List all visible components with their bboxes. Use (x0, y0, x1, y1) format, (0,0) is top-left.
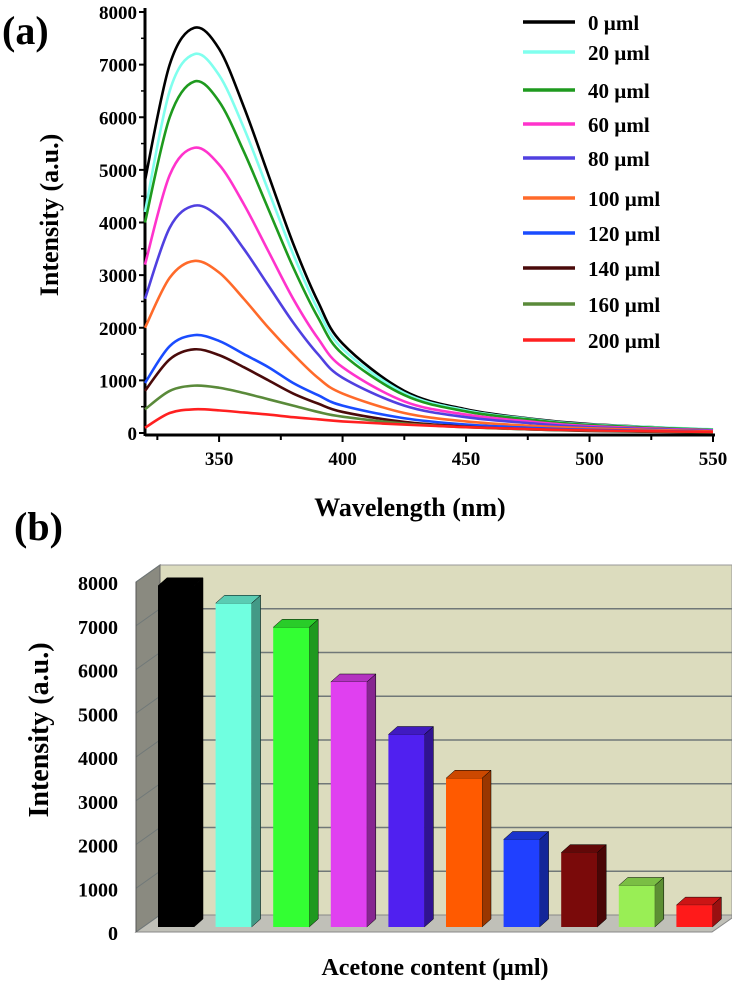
side-gridline (135, 783, 161, 802)
y-tick-label: 7000 (99, 56, 137, 77)
bar-4 (388, 734, 425, 927)
bar-side-7 (596, 844, 607, 928)
x-tick-label: 450 (452, 449, 481, 470)
y-tick-label: 0 (128, 424, 138, 445)
y-tick-label: 8000 (78, 573, 118, 595)
bar-1 (215, 603, 252, 927)
bar-side-1 (251, 594, 261, 928)
bar-0 (158, 585, 194, 927)
y-tick-label: 8000 (99, 3, 137, 24)
legend-label: 0 µml (588, 11, 639, 35)
bar-9 (676, 905, 713, 927)
bar-side-2 (308, 618, 319, 928)
chart-b-ylabel: Intensity (a.u.) (24, 642, 55, 817)
legend-label: 160 µml (588, 293, 660, 317)
legend-label: 60 µml (588, 113, 650, 137)
panel-a-label: (a) (2, 8, 49, 53)
legend-label: 80 µml (588, 147, 650, 171)
y-tick-label: 6000 (78, 661, 118, 683)
series-line-3 (143, 146, 714, 432)
side-gridline (135, 608, 161, 627)
bar-2 (273, 627, 310, 927)
y-tick-label: 2000 (99, 319, 137, 340)
side-gridline (135, 695, 161, 714)
y-tick-label: 7000 (78, 617, 118, 639)
chart-a-xlabel: Wavelength (nm) (314, 493, 505, 522)
bar-8 (618, 885, 655, 927)
side-gridline (135, 827, 161, 845)
bar-chart: 0 1000 2000 3000 4000 5000 6000 7000 8000 (78, 564, 732, 945)
legend-label: 140 µml (588, 257, 660, 281)
chart-a-ylabel: Intensity (a.u.) (35, 134, 64, 297)
y-tick-label: 5000 (78, 704, 118, 726)
legend-label: 100 µml (588, 187, 660, 211)
side-gridline (135, 564, 161, 583)
legend-label: 200 µml (588, 329, 660, 353)
legend-label: 20 µml (588, 41, 650, 65)
x-tick-label: 350 (205, 449, 234, 470)
side-gridline (135, 870, 161, 889)
bar-6 (503, 839, 540, 927)
y-tick-label: 3000 (99, 266, 137, 287)
y-tick-label: 4000 (78, 748, 118, 770)
legend-label: 120 µml (588, 222, 660, 246)
y-tick-label: 1000 (78, 879, 118, 901)
bar-3 (330, 682, 367, 927)
x-tick-label: 400 (328, 449, 357, 470)
side-gridline (135, 739, 161, 758)
line-chart: 0 1000 2000 3000 4000 5000 6000 7000 8000 350 400 4… (99, 3, 727, 470)
series-line-2 (143, 79, 714, 432)
chart-b-xlabel: Acetone content (µml) (321, 955, 548, 981)
bar-side-5 (481, 769, 492, 928)
y-tick-label: 0 (108, 923, 118, 945)
bar-7 (561, 852, 598, 927)
bar-side-3 (366, 673, 377, 928)
y-tick-label: 6000 (99, 108, 137, 129)
bar-side-8 (654, 876, 665, 928)
x-tick-label: 550 (699, 449, 728, 470)
series-line-4 (143, 204, 714, 433)
bar-side-6 (539, 830, 549, 928)
series-line-5 (143, 259, 714, 433)
bar-side-4 (424, 725, 434, 928)
panel-b-label: (b) (14, 504, 63, 549)
y-tick-label: 5000 (99, 161, 137, 182)
side-gridline (135, 914, 161, 933)
legend-label: 40 µml (588, 79, 650, 103)
x-tick-label: 500 (575, 449, 604, 470)
y-tick-label: 4000 (99, 214, 137, 235)
y-tick-label: 1000 (99, 371, 137, 392)
side-gridline (135, 652, 161, 670)
series-line-9 (144, 407, 714, 434)
y-tick-label: 3000 (78, 792, 118, 814)
bar-5 (446, 778, 482, 927)
bar-side-0 (193, 577, 204, 928)
y-tick-label: 2000 (78, 836, 118, 858)
